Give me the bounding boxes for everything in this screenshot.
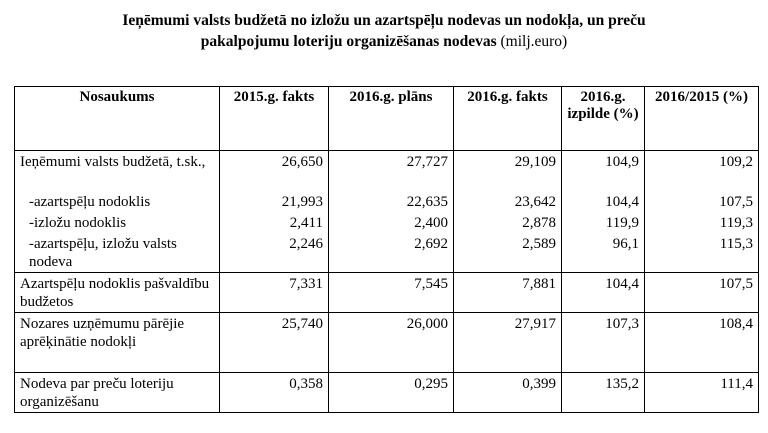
cell-izpilde: 104,9 [561,150,645,191]
cell-izpilde: 96,1 [561,232,645,273]
header-2015-fakts: 2015.g. fakts [219,86,329,151]
table-row: Azartspēļu nodoklis pašvaldību budžetos … [14,272,759,313]
cell-2016-fakts: 7,881 [453,272,562,313]
row-name: Nozares uzņēmumu pārējie aprēķinātie nod… [14,312,220,373]
table-row: -azartspēļu, izložu valsts nodeva 2,246 … [14,232,759,273]
table-row: Ieņēmumi valsts budžetā, t.sk., 26,650 2… [14,150,759,191]
cell-2016-plans: 7,545 [328,272,454,313]
row-name: Ieņēmumi valsts budžetā, t.sk., [14,150,220,191]
cell-2016-plans: 2,400 [328,211,454,233]
cell-2016-fakts: 0,399 [453,372,562,413]
title-bold-line1: Ieņēmumi valsts budžetā no izložu un aza… [122,12,646,29]
cell-ratio: 107,5 [644,272,759,313]
cell-2016-plans: 22,635 [328,190,454,212]
row-name: -izložu nodoklis [14,211,220,233]
cell-2016-fakts: 2,878 [453,211,562,233]
row-name: Azartspēļu nodoklis pašvaldību budžetos [14,272,220,313]
header-row: Nosaukums 2015.g. fakts 2016.g. plāns 20… [14,86,759,151]
cell-2015-fakts: 7,331 [219,272,329,313]
header-2016-izpilde: 2016.g. izpilde (%) [561,86,645,151]
row-name: -azartspēļu nodoklis [14,190,220,212]
cell-2016-fakts: 29,109 [453,150,562,191]
table-row: -azartspēļu nodoklis 21,993 22,635 23,64… [14,190,759,212]
cell-izpilde: 107,3 [561,312,645,373]
title-unit: (milj.euro) [500,33,568,50]
cell-ratio: 108,4 [644,312,759,373]
cell-ratio: 107,5 [644,190,759,212]
cell-2016-plans: 27,727 [328,150,454,191]
cell-ratio: 111,4 [644,372,759,413]
cell-ratio: 119,3 [644,211,759,233]
cell-2015-fakts: 2,411 [219,211,329,233]
cell-izpilde: 119,9 [561,211,645,233]
cell-2015-fakts: 26,650 [219,150,329,191]
document-title: Ieņēmumi valsts budžetā no izložu un aza… [0,10,768,52]
cell-2016-plans: 2,692 [328,232,454,273]
cell-2016-fakts: 23,642 [453,190,562,212]
cell-2016-fakts: 27,917 [453,312,562,373]
cell-2016-fakts: 2,589 [453,232,562,273]
header-2016-plans: 2016.g. plāns [328,86,454,151]
cell-2015-fakts: 0,358 [219,372,329,413]
cell-2015-fakts: 25,740 [219,312,329,373]
header-2016-fakts: 2016.g. fakts [453,86,562,151]
cell-ratio: 109,2 [644,150,759,191]
table-row: -izložu nodoklis 2,411 2,400 2,878 119,9… [14,211,759,233]
cell-izpilde: 104,4 [561,190,645,212]
cell-2015-fakts: 21,993 [219,190,329,212]
header-nosaukums: Nosaukums [14,86,220,151]
cell-ratio: 115,3 [644,232,759,273]
cell-2016-plans: 26,000 [328,312,454,373]
cell-2016-plans: 0,295 [328,372,454,413]
title-bold-line2: pakalpojumu loteriju organizēšanas nodev… [200,33,497,50]
row-name: -azartspēļu, izložu valsts nodeva [14,232,220,273]
table-row: Nodeva par preču loteriju organizēšanu 0… [14,372,759,413]
cell-2015-fakts: 2,246 [219,232,329,273]
revenue-table: Nosaukums 2015.g. fakts 2016.g. plāns 20… [14,86,759,413]
cell-izpilde: 135,2 [561,372,645,413]
cell-izpilde: 104,4 [561,272,645,313]
header-2016-2015: 2016/2015 (%) [644,86,759,151]
row-name: Nodeva par preču loteriju organizēšanu [14,372,220,413]
table-row: Nozares uzņēmumu pārējie aprēķinātie nod… [14,312,759,373]
